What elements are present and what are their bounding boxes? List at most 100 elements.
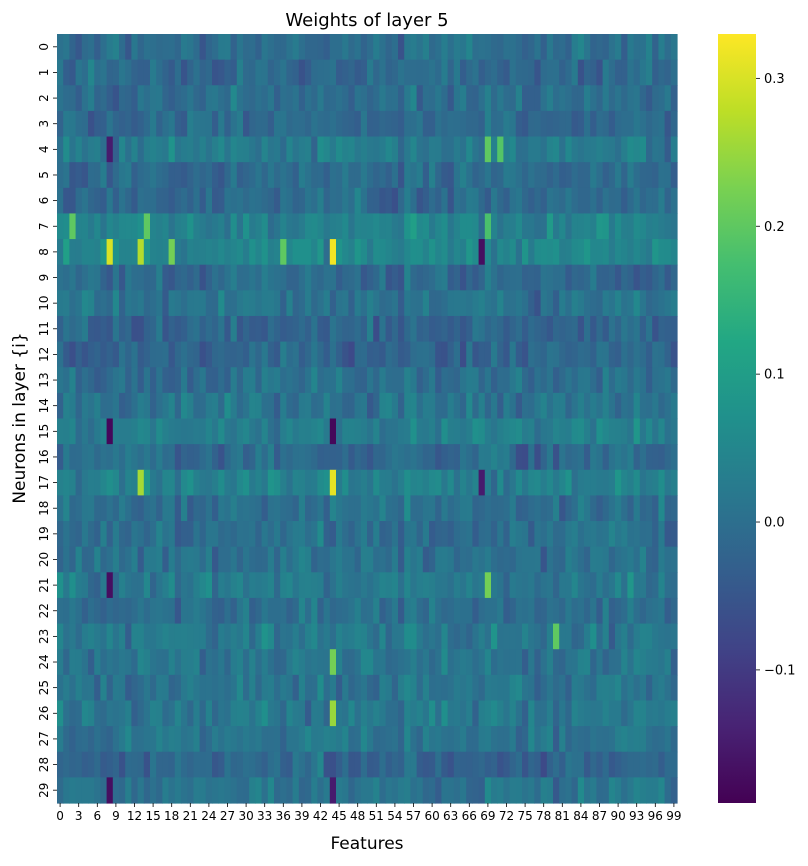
heatmap-cell xyxy=(534,418,542,445)
heatmap-cell xyxy=(391,597,399,625)
heatmap-cell xyxy=(534,597,542,625)
heatmap-cell xyxy=(602,649,610,676)
heatmap-cell xyxy=(267,341,275,368)
heatmap-cell xyxy=(484,315,492,343)
heatmap-cell xyxy=(602,264,610,291)
heatmap-cell xyxy=(466,623,473,650)
heatmap-cell xyxy=(168,674,176,702)
heatmap-cell xyxy=(460,239,467,266)
heatmap-cell xyxy=(515,341,523,368)
heatmap-cell xyxy=(515,392,523,420)
heatmap-cell xyxy=(497,264,504,291)
heatmap-cell xyxy=(236,751,244,778)
heatmap-cell xyxy=(484,597,492,625)
heatmap-cell xyxy=(286,85,294,112)
heatmap-cell xyxy=(633,700,641,727)
heatmap-cell xyxy=(565,546,573,573)
heatmap-cell xyxy=(243,597,250,625)
heatmap-cell xyxy=(621,85,628,112)
heatmap-cell xyxy=(255,751,263,778)
heatmap-cell xyxy=(602,674,610,702)
heatmap-cell xyxy=(298,341,306,368)
heatmap-cell xyxy=(602,213,610,240)
heatmap-cell xyxy=(646,315,653,343)
heatmap-cell xyxy=(243,367,250,394)
heatmap-cell xyxy=(410,85,418,112)
heatmap-cell xyxy=(168,264,176,291)
heatmap-cell xyxy=(336,110,343,138)
heatmap-cell xyxy=(323,239,331,266)
heatmap-cell xyxy=(472,546,480,573)
heatmap-cell xyxy=(187,726,194,753)
heatmap-cell xyxy=(652,777,659,804)
heatmap-cell xyxy=(174,315,182,343)
heatmap-cell xyxy=(354,136,362,163)
heatmap-cell xyxy=(540,444,548,471)
heatmap-cell xyxy=(441,392,449,420)
heatmap-cell xyxy=(143,34,151,61)
heatmap-cell xyxy=(398,700,405,727)
heatmap-cell xyxy=(360,726,368,753)
heatmap-cell xyxy=(286,367,294,394)
heatmap-cell xyxy=(571,264,579,291)
heatmap-cell xyxy=(398,623,405,650)
heatmap-cell xyxy=(336,700,343,727)
heatmap-cell xyxy=(621,495,628,522)
heatmap-cell xyxy=(391,59,399,86)
heatmap-cell xyxy=(497,572,504,599)
heatmap-cell xyxy=(416,777,424,804)
heatmap-cell xyxy=(274,59,281,86)
heatmap-cell xyxy=(125,700,132,727)
heatmap-cell xyxy=(305,418,312,445)
heatmap-cell xyxy=(584,649,591,676)
heatmap-cell xyxy=(57,392,64,420)
heatmap-cell xyxy=(329,623,337,650)
heatmap-cell xyxy=(577,290,585,317)
heatmap-cell xyxy=(57,777,64,804)
heatmap-cell xyxy=(329,726,337,753)
heatmap-cell xyxy=(100,546,108,573)
y-tick-label: 28 xyxy=(37,757,51,772)
heatmap-cell xyxy=(57,187,64,215)
heatmap-cell xyxy=(187,546,194,573)
heatmap-cell xyxy=(639,213,647,240)
heatmap-cell xyxy=(509,521,517,548)
heatmap-cell xyxy=(193,546,201,573)
heatmap-cell xyxy=(590,162,597,189)
heatmap-cell xyxy=(497,162,504,189)
heatmap-cell xyxy=(261,162,269,189)
heatmap-cell xyxy=(410,495,418,522)
heatmap-cell xyxy=(125,726,132,753)
heatmap-cell xyxy=(298,367,306,394)
heatmap-cell xyxy=(224,34,232,61)
heatmap-cell xyxy=(577,264,585,291)
heatmap-cell xyxy=(497,726,504,753)
heatmap-cell xyxy=(515,239,523,266)
x-tick-label: 33 xyxy=(257,809,272,823)
heatmap-cell xyxy=(168,213,176,240)
heatmap-cell xyxy=(410,264,418,291)
heatmap-cell xyxy=(410,136,418,163)
heatmap-cell xyxy=(435,290,442,317)
heatmap-cell xyxy=(615,239,622,266)
heatmap-cell xyxy=(515,162,523,189)
heatmap-cell xyxy=(100,162,108,189)
heatmap-cell xyxy=(305,572,312,599)
heatmap-cell xyxy=(298,418,306,445)
heatmap-cell xyxy=(491,239,498,266)
heatmap-cell xyxy=(410,418,418,445)
heatmap-cell xyxy=(472,495,480,522)
heatmap-cell xyxy=(342,187,349,215)
heatmap-cell xyxy=(212,367,219,394)
heatmap-cell xyxy=(218,726,225,753)
heatmap-cell xyxy=(571,469,579,496)
heatmap-cell xyxy=(373,726,380,753)
heatmap-cell xyxy=(565,290,573,317)
heatmap-cell xyxy=(137,469,145,496)
heatmap-cell xyxy=(565,623,573,650)
heatmap-cell xyxy=(453,59,461,86)
heatmap-cell xyxy=(466,597,473,625)
heatmap-cell xyxy=(441,469,449,496)
heatmap-cell xyxy=(664,444,672,471)
heatmap-cell xyxy=(478,34,486,61)
